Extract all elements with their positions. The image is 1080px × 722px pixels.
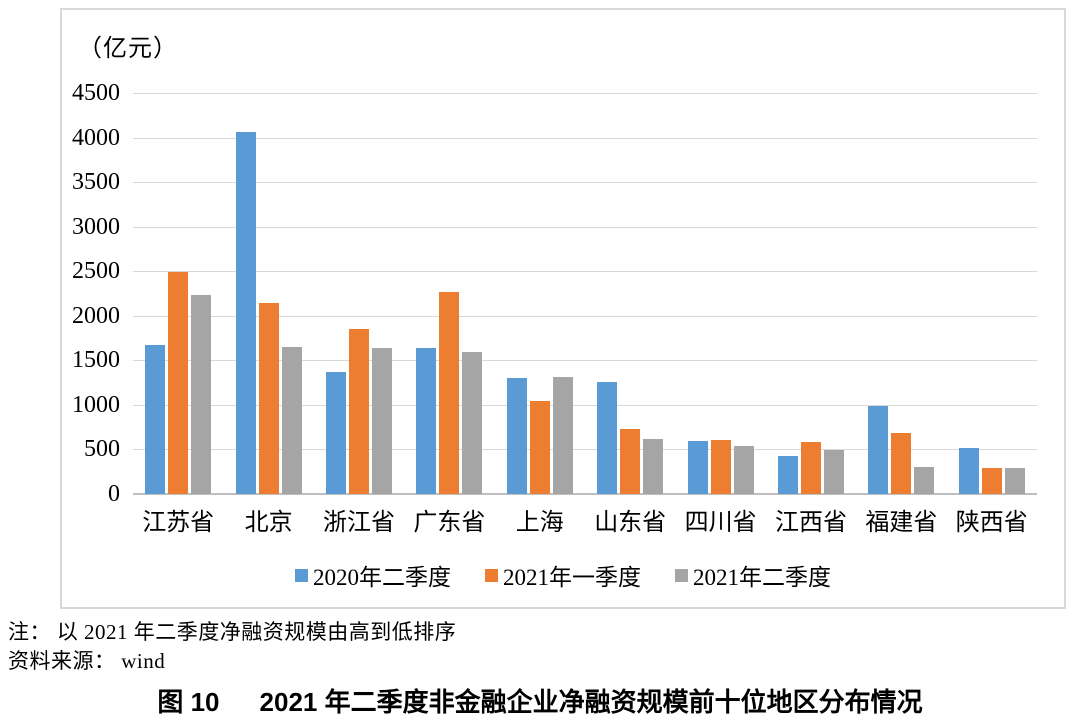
y-axis-tick-label: 0 (108, 481, 120, 507)
gridline (133, 449, 1037, 451)
bar-2021年一季度-陕西省 (981, 467, 1002, 494)
legend-swatch-icon (295, 568, 308, 582)
legend-label: 2021年一季度 (503, 565, 641, 590)
x-axis-category-label: 广东省 (413, 510, 486, 536)
bar-2020年二季度-广东省 (416, 347, 437, 494)
legend-label: 2021年二季度 (693, 565, 831, 590)
bar-2021年一季度-江苏省 (168, 272, 189, 494)
gridline (133, 404, 1037, 406)
bar-2021年一季度-福建省 (891, 432, 912, 494)
y-axis-unit-label: （亿元） (78, 36, 178, 62)
bar-2021年二季度-上海 (552, 377, 573, 494)
figure-caption-title: 2021 年二季度非金融企业净融资规模前十位地区分布情况 (259, 687, 923, 717)
x-axis-category-label: 山东省 (594, 510, 667, 536)
y-axis-tick-label: 1000 (72, 391, 120, 418)
bar-2020年二季度-福建省 (868, 405, 889, 494)
y-axis: 0 500 1000 1500 2000 2500 3000 3500 4000 4500 (0, 80, 120, 507)
bar-2020年二季度-陕西省 (958, 447, 979, 494)
x-axis-category-label: 北京 (244, 510, 293, 536)
chart-note-sorting: 注： 以 2021 年二季度净融资规模由高到低排序 (8, 620, 457, 644)
bar-2021年二季度-广东省 (462, 351, 483, 494)
y-axis-tick-label: 500 (84, 436, 120, 463)
x-axis-category-label: 四川省 (684, 510, 757, 536)
bar-2020年二季度-江西省 (778, 455, 798, 494)
legend-swatch-icon (675, 568, 688, 582)
bar-2021年二季度-江苏省 (191, 294, 212, 494)
gridline (133, 182, 1037, 184)
x-axis-category-label: 浙江省 (322, 510, 395, 536)
bar-2020年二季度-四川省 (687, 441, 708, 494)
y-axis-tick-label: 3000 (72, 213, 120, 240)
legend-swatch-icon (485, 568, 498, 582)
figure-caption: 图 10 2021 年二季度非金融企业净融资规模前十位地区分布情况 (0, 682, 1080, 719)
gridline (133, 271, 1037, 273)
bar-2021年一季度-山东省 (620, 429, 641, 494)
x-axis-category-label: 陕西省 (955, 510, 1028, 536)
bar-2021年二季度-山东省 (643, 438, 664, 494)
gridline (133, 93, 1037, 94)
y-axis-tick-label: 2500 (72, 258, 120, 285)
bar-2021年二季度-江西省 (824, 450, 844, 494)
plot-area (133, 93, 1037, 495)
y-axis-tick-label: 2000 (72, 302, 120, 329)
legend-item: 2021年二季度 (675, 558, 831, 592)
bar-2021年二季度-陕西省 (1004, 467, 1025, 494)
x-axis: 江苏省 北京 浙江省 广东省 上海 山东省 四川省 江西省 福建省 陕西省 (133, 502, 1037, 536)
legend-label: 2020年二季度 (313, 565, 451, 590)
gridline (133, 137, 1037, 139)
bar-2020年二季度-浙江省 (326, 372, 346, 494)
chart-plot-border (60, 8, 1066, 609)
bar-2021年一季度-上海 (529, 401, 550, 494)
bar-2020年二季度-北京 (235, 131, 256, 494)
x-axis-line (133, 493, 1037, 495)
bar-2021年一季度-浙江省 (349, 328, 369, 494)
x-axis-category-label: 上海 (515, 510, 564, 536)
bar-2021年一季度-广东省 (439, 291, 460, 494)
bar-2021年二季度-浙江省 (372, 348, 392, 494)
legend-item: 2021年一季度 (485, 558, 641, 592)
bar-2021年二季度-北京 (281, 347, 302, 494)
x-axis-category-label: 福建省 (865, 510, 938, 536)
bar-2021年二季度-四川省 (733, 446, 754, 494)
y-axis-tick-label: 4500 (72, 80, 120, 106)
bar-2020年二季度-山东省 (597, 381, 618, 494)
chart-note-source: 资料来源： wind (8, 649, 166, 673)
legend-item: 2020年二季度 (295, 558, 451, 592)
bar-2021年二季度-福建省 (914, 466, 935, 494)
figure-caption-number: 图 10 (157, 687, 220, 717)
gridline (133, 315, 1037, 317)
bar-2021年一季度-江西省 (801, 441, 821, 494)
y-axis-tick-label: 4000 (72, 124, 120, 151)
bar-2020年二季度-上海 (506, 378, 527, 494)
bar-2021年一季度-四川省 (710, 439, 731, 494)
x-axis-category-label: 江苏省 (142, 510, 215, 536)
gridline (133, 360, 1037, 362)
gridline (133, 226, 1037, 228)
y-axis-tick-label: 3500 (72, 169, 120, 196)
bar-2020年二季度-江苏省 (145, 345, 166, 494)
x-axis-category-label: 江西省 (774, 510, 847, 536)
bar-2021年一季度-北京 (258, 303, 279, 494)
y-axis-tick-label: 1500 (72, 347, 120, 374)
chart-legend: 2020年二季度 2021年一季度 2021年二季度 (60, 558, 1066, 592)
